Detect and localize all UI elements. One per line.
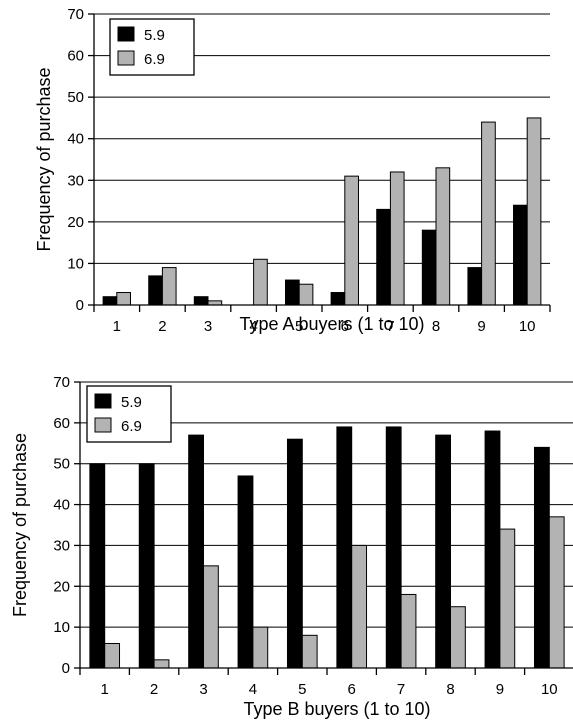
legend-label: 6.9 xyxy=(121,418,142,435)
x-tick-label: 8 xyxy=(446,681,454,698)
bar-5-9-9 xyxy=(484,430,501,669)
y-tick-label: 10 xyxy=(53,619,70,636)
x-tick-label: 9 xyxy=(496,681,504,698)
x-tick-label: 9 xyxy=(477,318,485,335)
x-axis-label: Type A buyers (1 to 10) xyxy=(239,314,424,334)
bar-5-9-5 xyxy=(285,279,300,306)
bar-6-9-10 xyxy=(548,516,565,669)
y-tick-label: 30 xyxy=(53,537,70,554)
y-tick-label: 40 xyxy=(67,131,84,148)
x-tick-label: 3 xyxy=(199,681,207,698)
legend-swatch xyxy=(117,50,135,66)
x-tick-label: 5 xyxy=(295,318,303,335)
x-tick-label: 10 xyxy=(541,681,558,698)
bar-5-9-8 xyxy=(435,434,451,669)
legend-label: 6.9 xyxy=(144,51,165,68)
y-tick-label: 60 xyxy=(67,48,84,65)
bar-6-9-7 xyxy=(400,593,417,669)
bar-6-9-5 xyxy=(298,283,314,306)
bar-6-9-2 xyxy=(161,267,177,306)
bar-5-9-1 xyxy=(102,296,118,306)
bar-6-9-5 xyxy=(301,634,318,669)
bar-6-9-3 xyxy=(203,565,219,669)
bar-5-9-3 xyxy=(193,296,209,306)
y-tick-label: 0 xyxy=(76,297,84,314)
bar-6-9-8 xyxy=(435,167,451,306)
x-tick-label: 2 xyxy=(158,318,166,335)
legend-swatch xyxy=(94,417,112,433)
legend-swatch xyxy=(117,26,135,42)
legend-label: 5.9 xyxy=(144,27,165,44)
legend: 5.96.9 xyxy=(109,18,195,76)
bar-5-9-7 xyxy=(376,208,391,306)
bar-5-9-6 xyxy=(330,292,346,306)
x-tick-label: 7 xyxy=(397,681,405,698)
bar-5-9-7 xyxy=(385,426,402,669)
y-tick-label: 70 xyxy=(53,374,70,391)
y-tick-label: 50 xyxy=(53,456,70,473)
bar-5-9-9 xyxy=(467,267,483,306)
y-tick-label: 0 xyxy=(62,660,70,677)
bar-5-9-2 xyxy=(148,275,163,306)
y-axis-label: Frequency of purchase xyxy=(10,433,30,617)
x-tick-label: 4 xyxy=(249,318,257,335)
bar-5-9-10 xyxy=(533,446,550,669)
bar-5-9-3 xyxy=(188,434,204,669)
bar-6-9-2 xyxy=(153,659,170,669)
y-tick-label: 70 xyxy=(67,6,84,23)
bar-5-9-4 xyxy=(237,475,254,669)
bar-6-9-7 xyxy=(389,171,405,306)
bar-5-9-6 xyxy=(336,426,353,669)
bar-5-9-5 xyxy=(286,438,303,669)
bar-5-9-10 xyxy=(513,204,528,306)
x-tick-label: 1 xyxy=(113,318,121,335)
bar-6-9-1 xyxy=(104,642,121,669)
y-axis-label: Frequency of purchase xyxy=(34,67,54,251)
x-axis-label: Type B buyers (1 to 10) xyxy=(243,699,430,719)
y-tick-label: 10 xyxy=(67,255,84,272)
bar-6-9-8 xyxy=(450,606,466,669)
x-tick-label: 7 xyxy=(386,318,394,335)
x-tick-label: 4 xyxy=(249,681,257,698)
y-tick-label: 60 xyxy=(53,415,70,432)
x-tick-label: 10 xyxy=(519,318,536,335)
bar-6-9-10 xyxy=(526,117,542,306)
bar-6-9-4 xyxy=(252,626,269,669)
y-tick-label: 50 xyxy=(67,89,84,106)
y-tick-label: 20 xyxy=(67,214,84,231)
x-tick-label: 1 xyxy=(101,681,109,698)
x-tick-label: 3 xyxy=(204,318,212,335)
bar-6-9-4 xyxy=(253,258,268,306)
y-tick-label: 40 xyxy=(53,497,70,514)
x-tick-label: 6 xyxy=(348,681,356,698)
y-tick-label: 30 xyxy=(67,172,84,189)
x-tick-label: 8 xyxy=(432,318,440,335)
legend-swatch xyxy=(94,393,112,409)
x-tick-label: 6 xyxy=(341,318,349,335)
chart-1: 0 10 20 30 40 50 60 70 1 2 3 4 5 6 7 8 9 10 Type A buyers … xyxy=(34,6,551,335)
bar-5-9-1 xyxy=(89,463,106,669)
chart-2: 0 10 20 30 40 50 60 70 1 2 3 4 5 6 7 8 9 10 Type B buyers … xyxy=(10,374,573,719)
bar-6-9-9 xyxy=(499,528,516,669)
legend-label: 5.9 xyxy=(121,394,142,411)
bar-6-9-1 xyxy=(116,292,131,306)
bar-6-9-9 xyxy=(481,121,496,306)
x-tick-label: 2 xyxy=(150,681,158,698)
bar-6-9-6 xyxy=(351,544,368,669)
bar-5-9-2 xyxy=(138,463,155,669)
bar-6-9-6 xyxy=(344,175,359,306)
y-tick-label: 20 xyxy=(53,578,70,595)
legend: 5.96.9 xyxy=(86,385,172,443)
x-tick-label: 5 xyxy=(298,681,306,698)
bar-5-9-8 xyxy=(421,229,437,306)
